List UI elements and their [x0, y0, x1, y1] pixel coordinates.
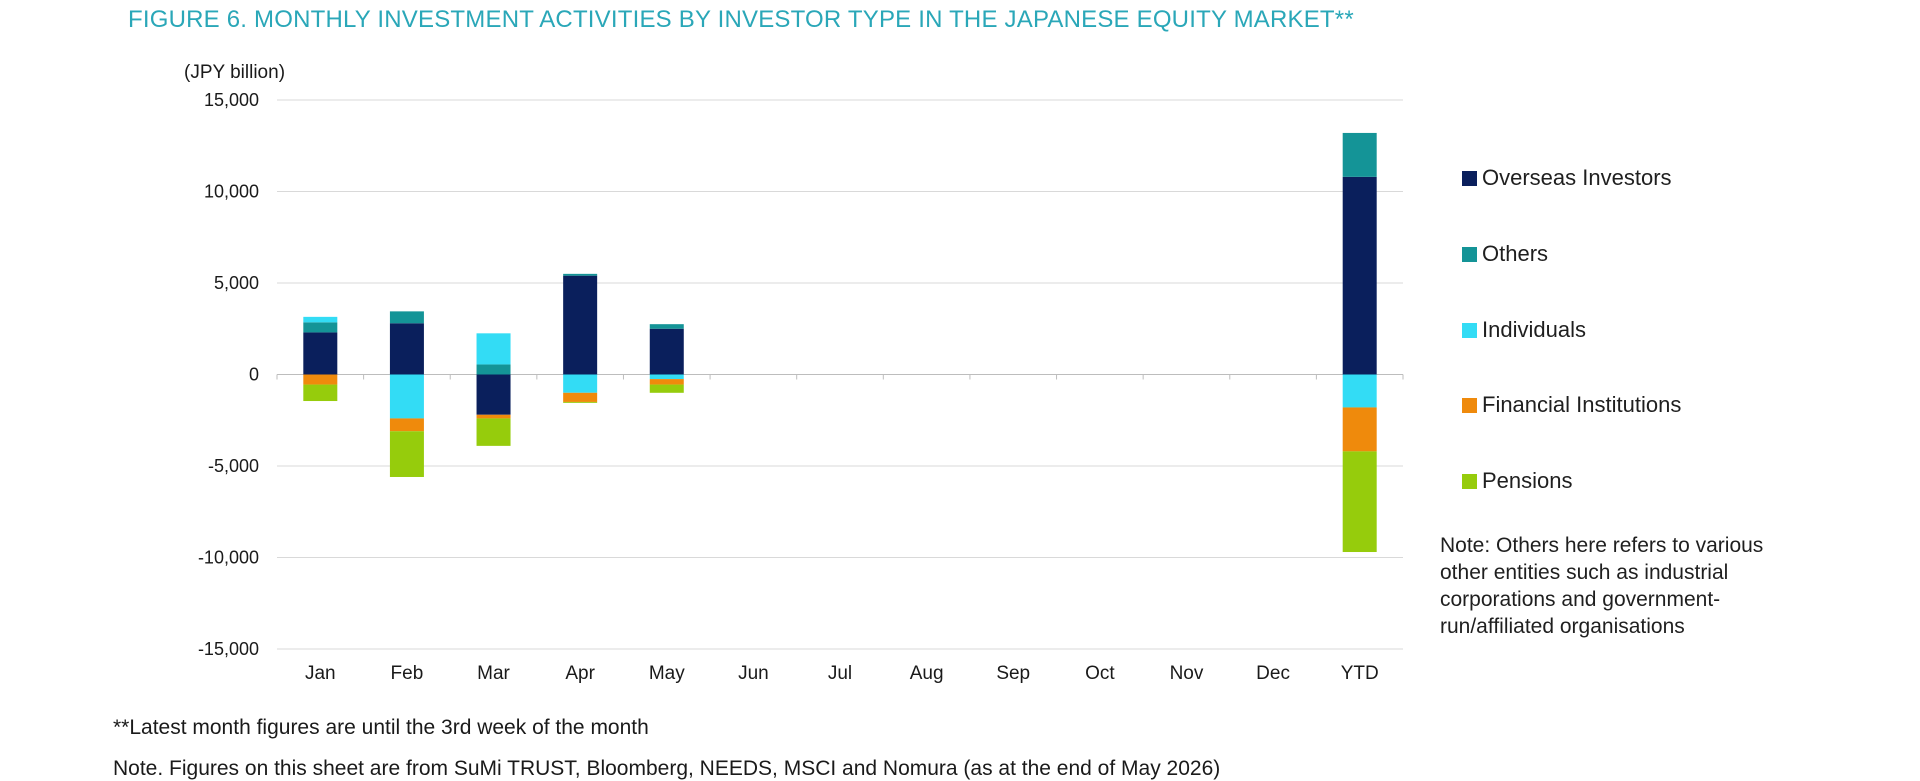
- x-tick-label: Jul: [828, 663, 852, 684]
- bar-segment: [563, 392, 598, 402]
- y-tick-label: 10,000: [204, 182, 259, 202]
- bar-segment: [303, 332, 338, 375]
- bar-segment: [303, 322, 338, 333]
- legend-label: Overseas Investors: [1482, 165, 1672, 190]
- bar-segment: [563, 275, 598, 375]
- bar-segment: [649, 384, 684, 393]
- bar-segment: [649, 374, 684, 380]
- x-tick-label: Dec: [1256, 663, 1290, 684]
- bar-segment: [563, 401, 598, 403]
- bar-segment: [476, 414, 511, 419]
- bar-segment: [649, 328, 684, 375]
- bar-segment: [303, 384, 338, 402]
- bar-segment: [1342, 132, 1377, 177]
- bar-segment: [476, 374, 511, 415]
- legend-item-pensions: Pensions: [1462, 468, 1573, 494]
- bar-segment: [389, 374, 424, 419]
- bar-segment: [389, 323, 424, 375]
- y-tick-label: 5,000: [214, 273, 259, 293]
- legend-swatch: [1462, 473, 1477, 489]
- legend-swatch: [1462, 170, 1477, 186]
- x-tick-label: Nov: [1170, 663, 1204, 684]
- legend-label: Individuals: [1482, 317, 1586, 342]
- legend-label: Pensions: [1482, 468, 1573, 493]
- bar-segment: [389, 418, 424, 432]
- y-tick-label: -10,000: [198, 548, 259, 568]
- legend-swatch: [1462, 322, 1477, 338]
- y-tick-label: -5,000: [208, 456, 259, 476]
- bar-segment: [563, 273, 598, 276]
- x-tick-label: Aug: [910, 663, 944, 684]
- bar-segment: [476, 364, 511, 375]
- bar-segment: [649, 379, 684, 385]
- bar-segment: [476, 333, 511, 365]
- x-tick-label: Feb: [391, 663, 424, 684]
- x-tick-label: Sep: [996, 663, 1030, 684]
- bar-segment: [1342, 451, 1377, 553]
- x-tick-label: Apr: [565, 663, 595, 684]
- footnote-latest-month: **Latest month figures are until the 3rd…: [113, 716, 649, 739]
- legend-item-individuals: Individuals: [1462, 317, 1586, 343]
- legend-item-others: Others: [1462, 241, 1548, 267]
- bar-segment: [389, 311, 424, 324]
- bar-segment: [303, 374, 338, 385]
- legend-label: Financial Institutions: [1482, 392, 1682, 417]
- legend-item-overseas-investors: Overseas Investors: [1462, 165, 1672, 191]
- legend-label: Others: [1482, 241, 1549, 266]
- legend-swatch: [1462, 397, 1477, 413]
- bar-segment: [563, 374, 598, 393]
- legend-item-financial-institutions: Financial Institutions: [1462, 392, 1681, 418]
- x-tick-label: Jun: [738, 663, 769, 684]
- chart-title: FIGURE 6. MONTHLY INVESTMENT ACTIVITIES …: [128, 6, 1354, 33]
- bar-segment: [389, 431, 424, 477]
- x-tick-label: YTD: [1341, 663, 1379, 684]
- y-tick-label: 15,000: [204, 90, 259, 110]
- x-tick-label: May: [649, 663, 685, 684]
- y-tick-label: 0: [249, 365, 259, 385]
- x-tick-label: Mar: [477, 663, 510, 684]
- y-axis-unit-label: (JPY billion): [184, 62, 286, 83]
- y-tick-label: -15,000: [198, 639, 259, 659]
- bar-segment: [476, 418, 511, 446]
- footnote-sources: Note. Figures on this sheet are from SuM…: [113, 757, 1221, 780]
- x-tick-label: Oct: [1085, 663, 1115, 684]
- others-note: Note: Others here refers to various othe…: [1440, 534, 1764, 638]
- x-tick-label: Jan: [305, 663, 336, 684]
- bar-segment: [303, 316, 338, 323]
- bar-segment: [1342, 407, 1377, 452]
- bar-segment: [649, 324, 684, 329]
- legend-swatch: [1462, 246, 1477, 262]
- bar-segment: [1342, 176, 1377, 375]
- bar-segment: [1342, 374, 1377, 408]
